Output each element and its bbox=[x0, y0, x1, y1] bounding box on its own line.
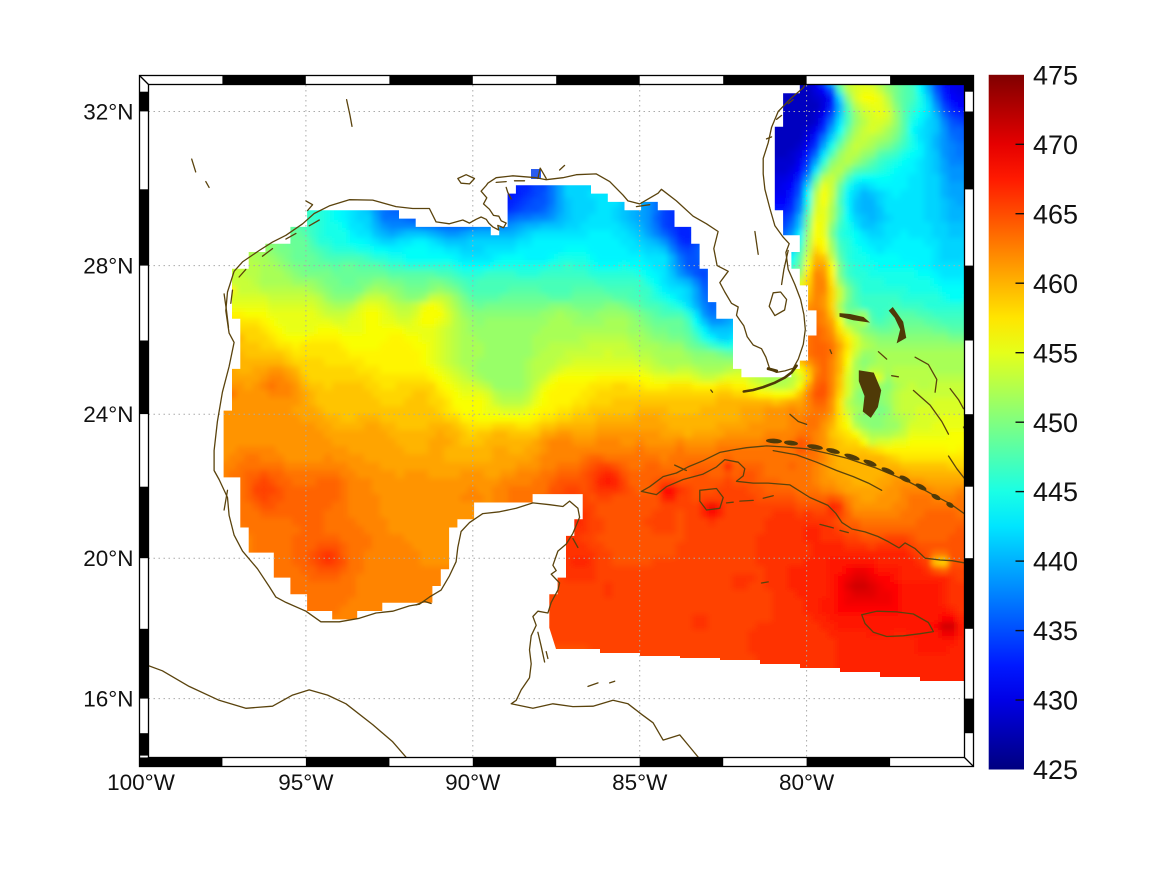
svg-text:28°N: 28°N bbox=[83, 254, 133, 279]
svg-text:430: 430 bbox=[1033, 686, 1078, 716]
svg-text:470: 470 bbox=[1033, 130, 1078, 160]
svg-text:435: 435 bbox=[1033, 616, 1078, 646]
svg-text:465: 465 bbox=[1033, 199, 1078, 229]
svg-text:80°W: 80°W bbox=[779, 770, 835, 795]
svg-text:425: 425 bbox=[1033, 755, 1078, 785]
svg-text:440: 440 bbox=[1033, 547, 1078, 577]
svg-text:24°N: 24°N bbox=[83, 402, 133, 427]
svg-text:20°N: 20°N bbox=[83, 546, 133, 571]
svg-text:445: 445 bbox=[1033, 477, 1078, 507]
svg-text:90°W: 90°W bbox=[445, 770, 501, 795]
svg-text:450: 450 bbox=[1033, 408, 1078, 438]
svg-text:100°W: 100°W bbox=[107, 770, 176, 795]
svg-text:460: 460 bbox=[1033, 269, 1078, 299]
svg-text:475: 475 bbox=[1033, 60, 1078, 90]
svg-text:85°W: 85°W bbox=[612, 770, 668, 795]
svg-text:16°N: 16°N bbox=[83, 687, 133, 712]
svg-text:455: 455 bbox=[1033, 338, 1078, 368]
svg-text:32°N: 32°N bbox=[83, 100, 133, 125]
svg-text:95°W: 95°W bbox=[278, 770, 334, 795]
